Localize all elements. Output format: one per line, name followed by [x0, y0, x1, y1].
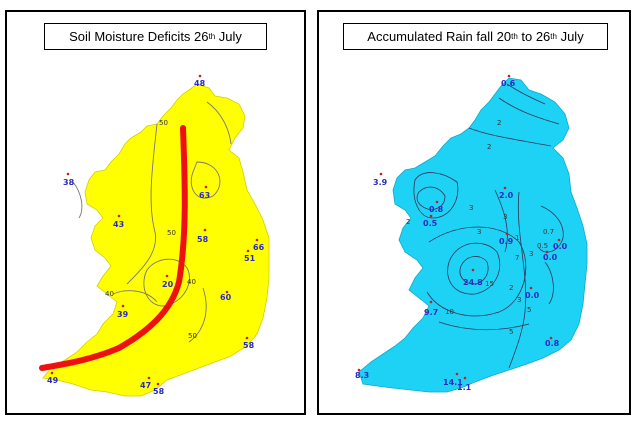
station-value: 48	[194, 79, 206, 88]
contour-label: 50	[188, 332, 197, 340]
contour-lines	[72, 101, 232, 343]
ireland-landmass	[42, 83, 270, 397]
contour-label: 3	[503, 213, 507, 221]
contour-label: 40	[187, 278, 196, 286]
contour-label: 15	[485, 280, 494, 288]
station-value: 60	[220, 293, 232, 302]
contour-label: 1	[515, 234, 519, 242]
contour-label: 2	[509, 284, 513, 292]
station-value: 47	[140, 381, 151, 390]
station-value: 24.8	[463, 278, 483, 287]
station-value: 0.8	[429, 205, 444, 214]
station-value: 0.6	[501, 79, 516, 88]
contour-label: 5	[509, 328, 513, 336]
contour-label: 2	[406, 218, 410, 226]
rainfall-contour-lines	[413, 83, 564, 369]
station-value: 43	[113, 220, 124, 229]
station-value: 58	[197, 235, 209, 244]
station-value: 1.1	[457, 383, 472, 392]
station-value: 0.5	[423, 219, 438, 228]
deficit-divide-line	[39, 125, 188, 371]
rainfall-map: 2 2 3 3 3 2 0.7 0.5 15 10 5 2 3 5 1 3 7 …	[355, 74, 588, 393]
station-value: 3.9	[373, 178, 388, 187]
station-value: 0.0	[543, 253, 558, 262]
station-value: 51	[244, 254, 256, 263]
title-text-end: July	[556, 29, 584, 44]
contour-label: 0.5	[537, 242, 548, 250]
soil-moisture-map: 50 50 40 40 50 48 38 63 43 58 66 51 20 3…	[39, 74, 270, 397]
station-value: 14.1	[443, 378, 463, 387]
station-value: 8.3	[355, 371, 369, 380]
contour-label: 3	[469, 204, 473, 212]
station-value: 0.8	[545, 339, 560, 348]
contour-label: 50	[159, 119, 168, 127]
contour-label: 2	[497, 119, 501, 127]
station-value: 58	[153, 387, 165, 396]
contour-value-labels: 50 50 40 40 50	[105, 119, 197, 340]
contour-label: 50	[167, 229, 176, 237]
station-value: 9.7	[424, 308, 438, 317]
station-value: 0.0	[553, 242, 568, 251]
station-value: 0.0	[525, 291, 540, 300]
contour-label: 10	[445, 308, 454, 316]
station-value: 49	[47, 376, 59, 385]
station-value: 20	[162, 280, 174, 289]
title-text-end: July	[215, 29, 242, 44]
contour-label: 7	[515, 254, 519, 262]
station-value: 58	[243, 341, 255, 350]
station-value: 0.9	[499, 237, 514, 246]
station-value: 38	[63, 178, 75, 187]
title-text: Accumulated Rain fall 20	[367, 29, 512, 44]
station-value: 39	[117, 310, 129, 319]
rainfall-station-values: 0.6 3.9 0.8 0.5 2.0 0.9 0.0 0.0 24.8 0.0…	[355, 74, 568, 392]
station-value: 63	[199, 191, 210, 200]
contour-label: 0.7	[543, 228, 554, 236]
contour-label: 3	[529, 250, 533, 258]
contour-label: 5	[527, 306, 531, 314]
ireland-landmass	[358, 77, 588, 393]
contour-label: 3	[477, 228, 481, 236]
contour-label: 40	[105, 290, 114, 298]
station-value: 66	[253, 243, 265, 252]
station-values: 48 38 63 43 58 66 51 20 39 60 58 49 47 5…	[47, 74, 265, 396]
title-text: Soil Moisture Deficits 26	[69, 29, 209, 44]
title-text-middle: to 26	[517, 29, 551, 44]
contour-label: 3	[517, 296, 521, 304]
contour-label: 2	[487, 143, 491, 151]
rainfall-contour-value-labels: 2 2 3 3 3 2 0.7 0.5 15 10 5 2 3 5 1 3 7	[406, 119, 554, 336]
station-value: 2.0	[499, 191, 514, 200]
